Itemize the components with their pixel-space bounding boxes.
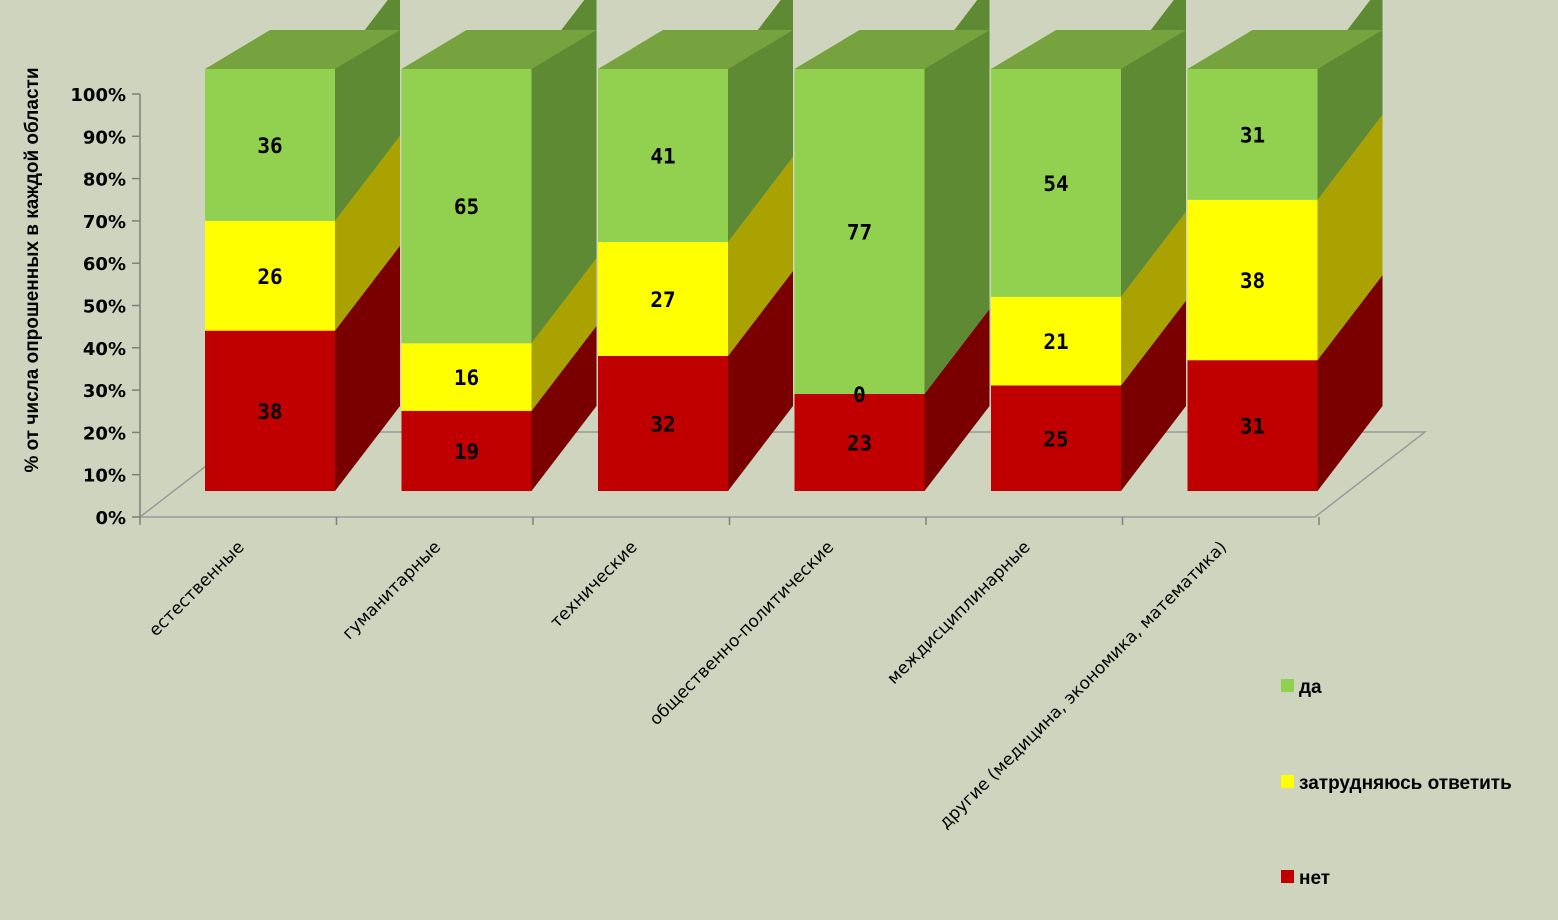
legend-item: нет (1299, 868, 1330, 889)
bar-stack (205, 0, 400, 491)
x-category-label: гуманитарные (339, 537, 445, 643)
data-label: 38 (1240, 269, 1265, 293)
y-tick-label: 90% (83, 127, 126, 148)
legend-item: да (1299, 677, 1322, 698)
bar-segment (794, 393, 925, 491)
bar-side (335, 135, 400, 331)
y-tick-label: 80% (83, 170, 126, 191)
bar-side (1317, 114, 1383, 361)
data-label: 23 (847, 431, 872, 455)
data-label: 21 (1043, 330, 1068, 354)
data-labels: 38 26 36 19 16 65 32 27 41 23 0 77 25 21 54 31 38 31 (257, 123, 1265, 464)
data-label: 27 (650, 288, 675, 312)
data-label: 54 (1043, 172, 1068, 196)
y-tick-label: 100% (70, 85, 126, 106)
bar-segment (401, 69, 532, 344)
bar-segment (401, 410, 532, 491)
bar-segment (991, 385, 1121, 491)
data-label: 31 (1240, 415, 1265, 439)
legend: да затрудняюсь ответить нет (1281, 677, 1512, 889)
data-label: 25 (1043, 427, 1068, 451)
x-category-label: технические (547, 537, 642, 632)
bar-segment (205, 220, 335, 331)
bar-side (531, 258, 597, 411)
bar-top (598, 30, 793, 69)
y-tick-label: 10% (83, 466, 126, 487)
data-label: 77 (847, 220, 872, 244)
bars (205, 0, 1383, 491)
data-label: 41 (650, 145, 675, 169)
x-axis-labels: естественные гуманитарные технические общес… (145, 537, 1231, 833)
bar-stack (401, 0, 597, 491)
legend-swatch (1281, 870, 1294, 883)
bar-segment (991, 296, 1121, 386)
legend-swatch (1281, 679, 1294, 692)
bar-side (728, 0, 793, 243)
bar-side (531, 0, 597, 344)
bar-side (924, 0, 990, 394)
y-tick-label: 70% (83, 212, 126, 233)
bar-segment (598, 355, 728, 491)
bar-segment (991, 69, 1121, 297)
bar-segment (205, 330, 335, 491)
data-label: 32 (650, 412, 675, 436)
x-category-label: естественные (145, 537, 248, 640)
bar-top (1187, 30, 1383, 69)
data-label: 38 (257, 400, 282, 424)
bar-stack (1187, 0, 1383, 491)
bar-segment (1187, 360, 1318, 491)
data-label: 26 (257, 265, 282, 289)
bar-side (335, 245, 400, 491)
bar-segment (401, 343, 532, 411)
bar-stack (991, 0, 1186, 491)
bar-top (794, 30, 990, 69)
bar-stack (794, 0, 990, 491)
data-label: 65 (454, 195, 479, 219)
data-label: 31 (1240, 123, 1265, 147)
bar-segment (205, 69, 335, 221)
bar-side (1317, 275, 1383, 491)
y-tick-label: 0% (95, 508, 126, 529)
x-category-label: общественно-политические (646, 537, 838, 729)
bar-side (1121, 211, 1186, 386)
data-label: 36 (257, 134, 282, 158)
y-axis: 0% 10% 20% 30% 40% 50% 60% 70% 80% 90% 100% (70, 85, 1320, 529)
bar-side (728, 270, 793, 491)
data-label: 0 (853, 383, 866, 407)
bar-side (924, 308, 990, 491)
bar-top (991, 30, 1186, 69)
data-label: 16 (454, 366, 479, 390)
y-tick-label: 60% (83, 254, 126, 275)
bar-side (531, 325, 597, 491)
bar-segment (598, 69, 728, 243)
legend-swatch (1281, 775, 1294, 788)
data-label: 19 (454, 440, 479, 464)
bar-segment (1187, 69, 1318, 200)
bar-side (1121, 300, 1186, 491)
bar-segment (1187, 199, 1318, 361)
y-tick-label: 20% (83, 423, 126, 444)
legend-item: затрудняюсь ответить (1299, 773, 1512, 794)
y-axis-title: % от числа опрошенных в каждой области (22, 68, 43, 473)
bar-segment (794, 69, 925, 394)
bar-top (401, 30, 597, 69)
bar-side (1121, 0, 1186, 297)
bar-stack (598, 0, 793, 491)
y-tick-label: 30% (83, 381, 126, 402)
bar-top (205, 30, 400, 69)
bar-side (728, 157, 793, 356)
x-category-label: междисциплинарные (883, 537, 1034, 688)
y-tick-label: 40% (83, 339, 126, 360)
y-tick-label: 50% (83, 297, 126, 318)
bar-segment (598, 242, 728, 356)
